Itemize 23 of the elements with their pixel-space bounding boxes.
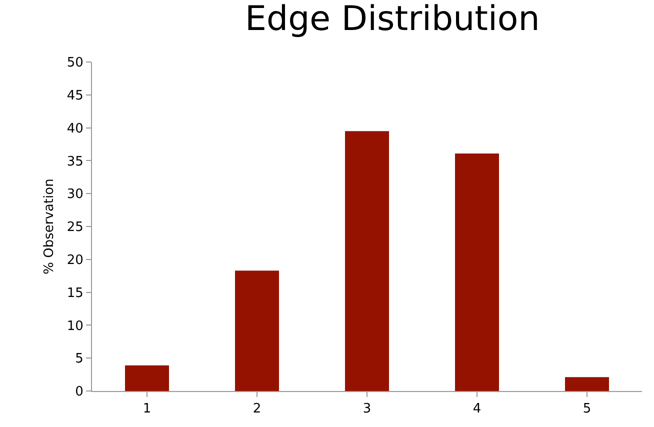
bar	[235, 270, 279, 391]
y-tick-label: 40	[66, 121, 84, 136]
bar	[565, 377, 609, 391]
y-tick-label: 30	[66, 187, 84, 202]
x-tick-label: 3	[362, 402, 372, 417]
x-tick-label: 5	[582, 402, 592, 417]
y-tick-label: 20	[66, 252, 84, 268]
y-tick-label: 50	[66, 56, 84, 71]
x-tick-label: 1	[142, 402, 152, 417]
y-tick-label: 25	[66, 220, 84, 236]
x-tick-label: 4	[472, 402, 482, 417]
chart-title: Edge Distribution	[245, 0, 540, 40]
x-tick-label: 2	[252, 402, 262, 417]
bar	[125, 365, 169, 391]
y-tick-label: 15	[66, 286, 84, 301]
y-axis-title: % Observation	[42, 178, 57, 274]
bar	[345, 131, 389, 391]
y-tick-label: 5	[75, 352, 84, 367]
y-tick-label: 35	[66, 154, 84, 170]
y-tick-label: 0	[75, 384, 84, 400]
bar	[455, 153, 499, 391]
y-tick-label: 10	[66, 318, 84, 334]
y-tick-label: 45	[66, 88, 84, 104]
